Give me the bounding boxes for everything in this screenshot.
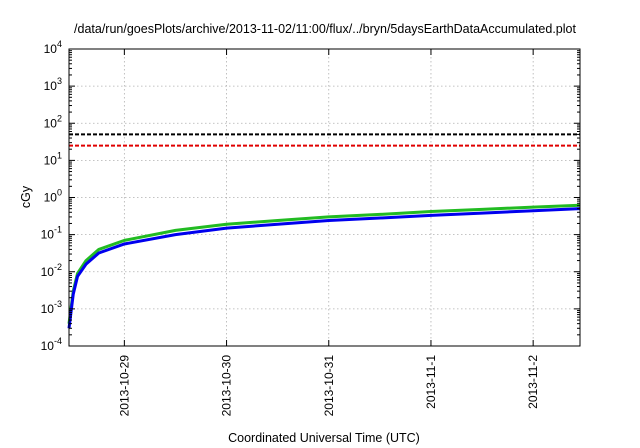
threshold-lines: [69, 133, 580, 147]
y-tick-label: 101: [44, 150, 62, 167]
series-lines: [67, 203, 581, 329]
grid: [69, 49, 580, 346]
series-line: [67, 203, 581, 324]
x-axis-label: Coordinated Universal Time (UTC): [228, 431, 420, 445]
x-tick-label: 2013-11-2: [526, 355, 540, 409]
y-tick-label: 104: [44, 39, 62, 56]
y-tick-label: 102: [44, 113, 62, 130]
y-tick-label: 103: [44, 76, 62, 93]
y-axis-ticks: 10-4 10-3 10-2 10-1 100 101 102 103 104: [41, 39, 580, 353]
y-tick-label: 10-3: [41, 299, 62, 316]
x-tick-label: 2013-10-31: [322, 355, 336, 417]
x-tick-label: 2013-10-30: [220, 355, 234, 417]
y-tick-label: 10-1: [41, 225, 62, 242]
y-tick-label: 10-4: [41, 336, 62, 353]
series-line: [67, 207, 581, 329]
y-tick-label: 100: [44, 188, 62, 205]
y-axis-label: cGy: [19, 185, 33, 208]
x-tick-label: 2013-11-1: [424, 355, 438, 409]
x-tick-label: 2013-10-29: [117, 355, 131, 417]
y-tick-label: 10-2: [41, 262, 62, 279]
x-axis-ticks: 2013-10-29 2013-10-30 2013-10-31 2013-11-1 2…: [117, 49, 540, 416]
chart-title: /data/run/goesPlots/archive/2013-11-02/1…: [74, 22, 576, 36]
